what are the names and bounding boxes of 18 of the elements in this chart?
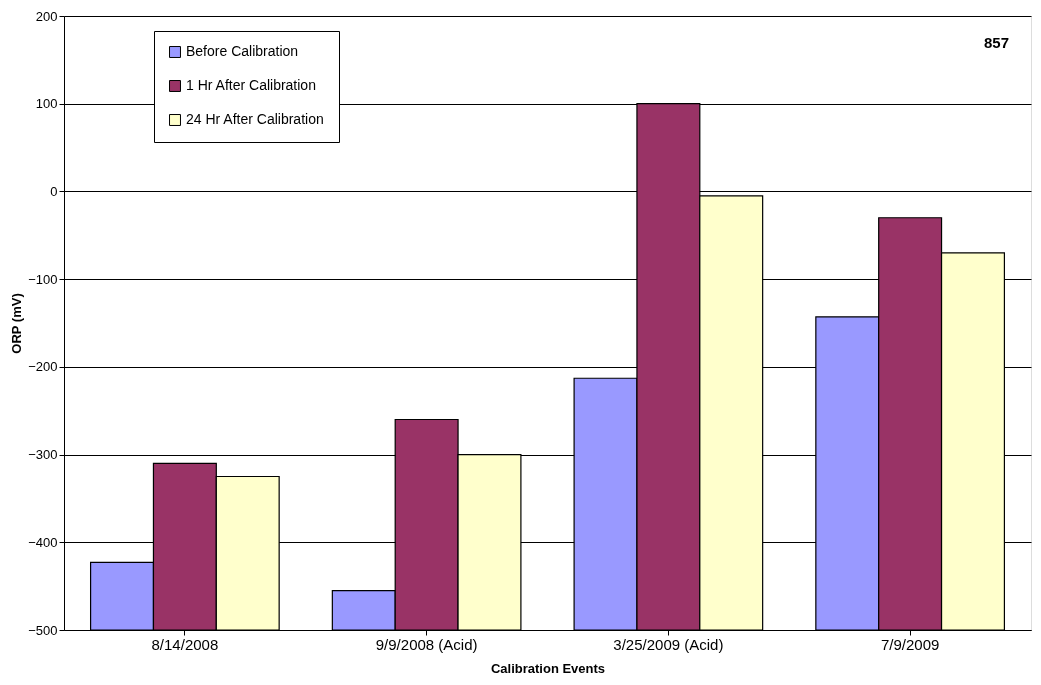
x-tick-label: 7/9/2009	[880, 635, 940, 653]
y-tick-label: −200	[28, 359, 58, 375]
x-tick-label: 9/9/2008 (Acid)	[375, 635, 478, 653]
legend-label: 1 Hr After Calibration	[186, 77, 316, 93]
legend-label: Before Calibration	[186, 43, 299, 59]
x-axis-title: Calibration Events	[490, 660, 606, 676]
x-tick-label: 8/14/2008	[151, 635, 219, 653]
y-tick-label: −300	[28, 447, 58, 463]
y-axis-title: ORP (mV)	[9, 293, 25, 354]
y-tick-label: 0	[50, 183, 58, 199]
annotation: 857	[983, 34, 1009, 51]
y-tick-label: 200	[35, 8, 58, 24]
y-tick-label: 100	[35, 96, 58, 112]
y-tick-label: −500	[28, 622, 58, 638]
y-tick-label: −100	[28, 271, 58, 287]
legend-label: 24 Hr After Calibration	[186, 111, 324, 127]
x-tick-label: 3/25/2009 (Acid)	[613, 635, 724, 653]
y-tick-label: −400	[28, 534, 58, 550]
